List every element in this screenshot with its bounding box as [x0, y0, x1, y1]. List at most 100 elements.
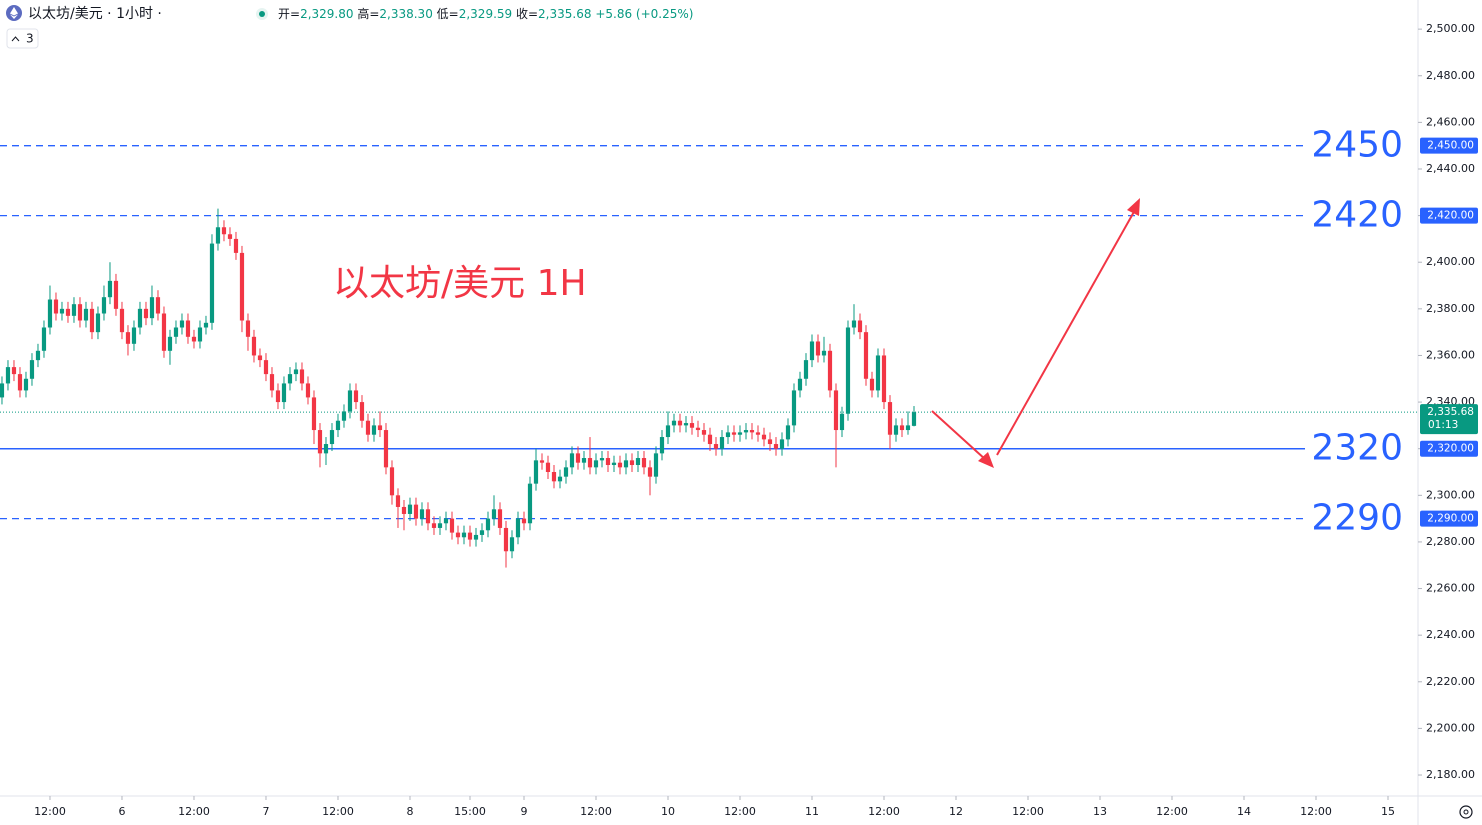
candle-body — [605, 458, 611, 466]
candle-body — [239, 252, 245, 321]
candle-body — [209, 243, 215, 323]
indicator-toggle[interactable] — [6, 28, 39, 49]
candle-body — [149, 297, 155, 319]
candle-body — [875, 355, 881, 391]
x-tick-label: 12:00 — [34, 805, 66, 818]
candle-body — [743, 430, 749, 433]
quote-value: 2,335.68 — [538, 7, 591, 21]
candle-body — [101, 297, 107, 314]
candle-body — [293, 369, 299, 375]
candle-body — [131, 327, 137, 344]
gear-center — [1463, 809, 1469, 815]
y-tick-label: 2,260.00 — [1426, 582, 1475, 595]
candle-body — [221, 227, 227, 235]
y-tick-label: 2,500.00 — [1426, 22, 1475, 35]
candle-body — [137, 308, 143, 328]
y-tick-label: 2,480.00 — [1426, 69, 1475, 82]
x-tick-label: 14 — [1237, 805, 1251, 818]
level-axis-tag — [1420, 440, 1478, 457]
candle-body — [767, 439, 773, 445]
candle-body — [83, 308, 89, 321]
quote-label: 高= — [357, 6, 379, 21]
candle-body — [551, 472, 557, 482]
candle-body — [869, 378, 875, 391]
plot-area — [0, 145, 1418, 568]
quote-label: 低= — [437, 7, 459, 21]
candle-body — [851, 320, 857, 328]
candle-body — [587, 458, 593, 468]
candle-body — [305, 383, 311, 398]
quote-value: 2,329.59 — [459, 7, 512, 21]
quote: 开=2,329.80 高=2,338.30 低=2,329.59 收=2,335… — [278, 6, 693, 21]
candle-body — [815, 341, 821, 356]
candle-body — [857, 320, 863, 333]
candle-body — [275, 390, 281, 403]
candle-body — [539, 460, 545, 463]
candle-body — [779, 439, 785, 449]
candle-body — [125, 332, 131, 344]
candle-body — [95, 313, 101, 333]
candle-body — [701, 430, 707, 435]
level-label: 2450 — [1311, 125, 1403, 166]
candle-body — [35, 350, 41, 361]
symbol-title[interactable]: 以太坊/美元 · 1小时 · — [28, 6, 162, 22]
candle-body — [65, 308, 71, 316]
candle-body — [575, 453, 581, 463]
candle-body — [395, 495, 401, 507]
candle-body — [821, 350, 827, 356]
chevron-icon — [11, 36, 20, 42]
y-tick-label: 2,360.00 — [1426, 348, 1475, 361]
candle-body — [431, 523, 437, 528]
candle-body — [335, 420, 341, 431]
candle-body — [119, 308, 125, 333]
x-tick-label: 13 — [1093, 805, 1107, 818]
candle-body — [329, 430, 335, 445]
candle-body — [317, 430, 323, 454]
candle-body — [233, 238, 239, 253]
candle-body — [617, 462, 623, 468]
candle-body — [413, 504, 419, 519]
candle-body — [383, 430, 389, 468]
candle-body — [521, 518, 527, 524]
x-tick-label: 12:00 — [580, 805, 612, 818]
candle-body — [263, 360, 269, 375]
arrow-head — [978, 452, 994, 468]
y-tick-label: 2,400.00 — [1426, 255, 1475, 268]
quote-value: 2,329.80 — [300, 7, 353, 21]
x-tick-label: 12:00 — [178, 805, 210, 818]
candle-body — [797, 378, 803, 391]
y-tick-label: 2,440.00 — [1426, 162, 1475, 175]
candle-body — [683, 423, 689, 426]
candle-body — [227, 234, 233, 239]
settings-icon[interactable] — [1459, 805, 1473, 819]
candle-body — [89, 308, 95, 333]
candle-body — [347, 390, 353, 412]
candle-body — [299, 369, 305, 384]
annotation: 以太坊/美元 1H — [333, 263, 587, 304]
candle-body — [629, 460, 635, 466]
y-tick-label: 2,280.00 — [1426, 535, 1475, 548]
y-tick-label: 2,240.00 — [1426, 628, 1475, 641]
candle-body — [689, 423, 695, 428]
candle-body — [623, 460, 629, 468]
level-axis-label: 2,320.00 — [1427, 443, 1474, 455]
candle-body — [665, 425, 671, 438]
candle-body — [467, 532, 473, 540]
candle-body — [419, 509, 425, 519]
candle-body — [659, 437, 665, 454]
candle-body — [653, 453, 659, 477]
arrow-up — [996, 209, 1136, 456]
status-dot — [259, 11, 265, 17]
candle-body — [737, 432, 743, 435]
candle-body — [491, 509, 497, 519]
gear[interactable] — [1459, 805, 1473, 819]
candle-body — [533, 460, 539, 484]
candle-body — [647, 467, 653, 477]
x-tick-label: 15:00 — [454, 805, 486, 818]
candle-body — [773, 444, 779, 449]
y-tick-label: 2,200.00 — [1426, 721, 1475, 734]
candle-body — [155, 297, 161, 314]
candle-body — [509, 537, 515, 552]
candle-body — [11, 367, 17, 375]
